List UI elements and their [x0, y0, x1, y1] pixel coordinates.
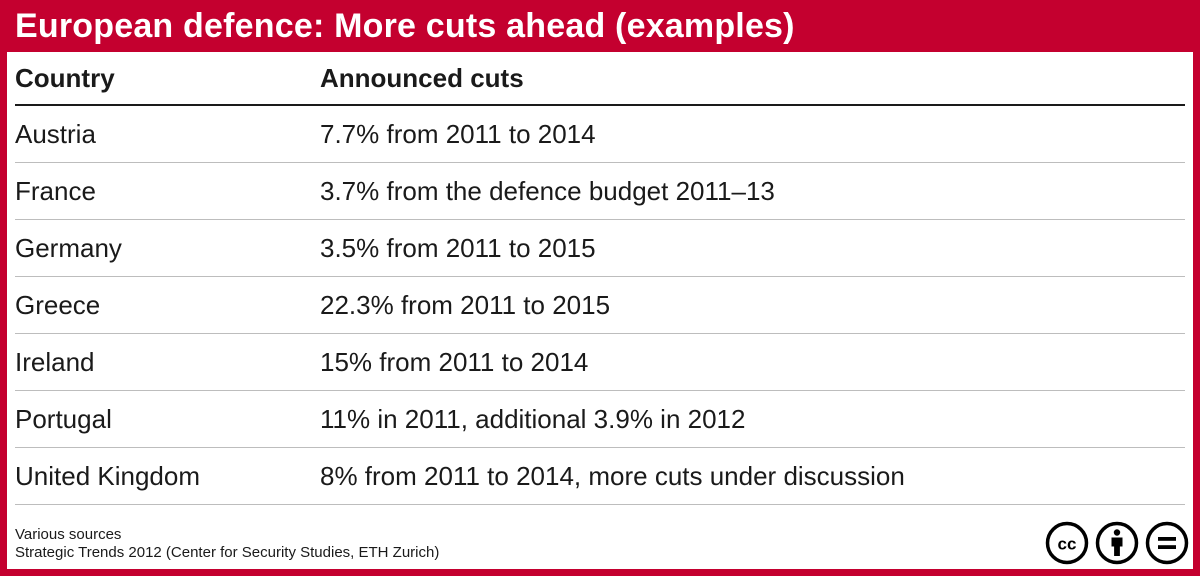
table-row: Greece 22.3% from 2011 to 2015	[15, 277, 1185, 334]
cuts-table: Country Announced cuts Austria 7.7% from…	[15, 52, 1185, 505]
creative-commons-icon: cc	[1045, 521, 1089, 565]
cuts-cell: 7.7% from 2011 to 2014	[320, 118, 596, 149]
table-header-row: Country Announced cuts	[15, 52, 1185, 106]
content-panel: Country Announced cuts Austria 7.7% from…	[7, 52, 1193, 569]
table-row: Austria 7.7% from 2011 to 2014	[15, 106, 1185, 163]
cuts-cell: 11% in 2011, additional 3.9% in 2012	[320, 403, 746, 434]
source-note: Various sources	[15, 526, 122, 543]
table-row: Portugal 11% in 2011, additional 3.9% in…	[15, 391, 1185, 448]
page-title: European defence: More cuts ahead (examp…	[15, 6, 795, 45]
cuts-cell: 8% from 2011 to 2014, more cuts under di…	[320, 460, 905, 491]
attribution-icon	[1095, 521, 1139, 565]
table-row: Ireland 15% from 2011 to 2014	[15, 334, 1185, 391]
country-cell: Austria	[15, 118, 96, 149]
country-cell: Greece	[15, 289, 101, 320]
country-cell: United Kingdom	[15, 460, 200, 491]
table-row: Germany 3.5% from 2011 to 2015	[15, 220, 1185, 277]
cuts-cell: 15% from 2011 to 2014	[320, 346, 589, 377]
no-derivatives-icon	[1145, 521, 1189, 565]
license-badges: cc	[1045, 521, 1189, 565]
table-row: United Kingdom 8% from 2011 to 2014, mor…	[15, 448, 1185, 505]
country-cell: Ireland	[15, 346, 95, 377]
header-country: Country	[15, 62, 115, 93]
cc-label: cc	[1058, 535, 1077, 554]
header-announced-cuts: Announced cuts	[320, 62, 524, 93]
source-footer: Various sources Strategic Trends 2012 (C…	[15, 526, 439, 562]
cuts-cell: 22.3% from 2011 to 2015	[320, 289, 611, 320]
country-cell: France	[15, 175, 96, 206]
table-row: France 3.7% from the defence budget 2011…	[15, 163, 1185, 220]
country-cell: Portugal	[15, 403, 112, 434]
country-cell: Germany	[15, 232, 122, 263]
cuts-cell: 3.5% from 2011 to 2015	[320, 232, 596, 263]
publication-credit: Strategic Trends 2012 (Center for Securi…	[15, 544, 440, 561]
cuts-cell: 3.7% from the defence budget 2011–13	[320, 175, 775, 206]
